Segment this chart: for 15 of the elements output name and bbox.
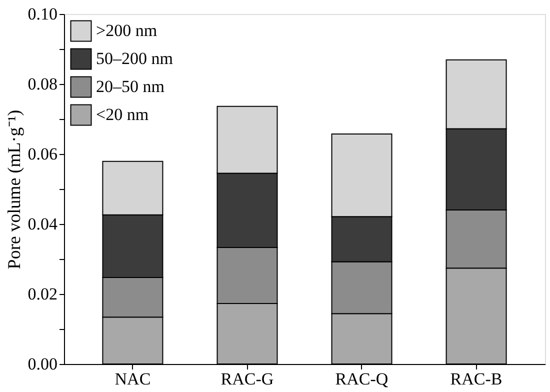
x-tick-label: RAC-Q	[335, 370, 388, 388]
legend-label: 20–50 nm	[96, 77, 164, 96]
y-tick-label: 0.08	[28, 74, 58, 94]
legend-label: 50–200 nm	[96, 49, 173, 68]
y-axis-title: Pore volume (mL·g⁻¹)	[4, 110, 24, 270]
x-tick-label: RAC-G	[220, 370, 274, 388]
x-tick-label: NAC	[114, 370, 151, 388]
legend-label: <20 nm	[96, 105, 149, 124]
y-tick-label: 0.06	[28, 144, 58, 164]
legend-label: >200 nm	[96, 21, 158, 40]
y-tick-label: 0.04	[28, 214, 58, 234]
y-tick-label: 0.00	[28, 354, 58, 374]
x-tick-label: RAC-B	[450, 370, 502, 388]
y-tick-label: 0.10	[28, 4, 58, 24]
y-tick-label: 0.02	[28, 284, 58, 304]
